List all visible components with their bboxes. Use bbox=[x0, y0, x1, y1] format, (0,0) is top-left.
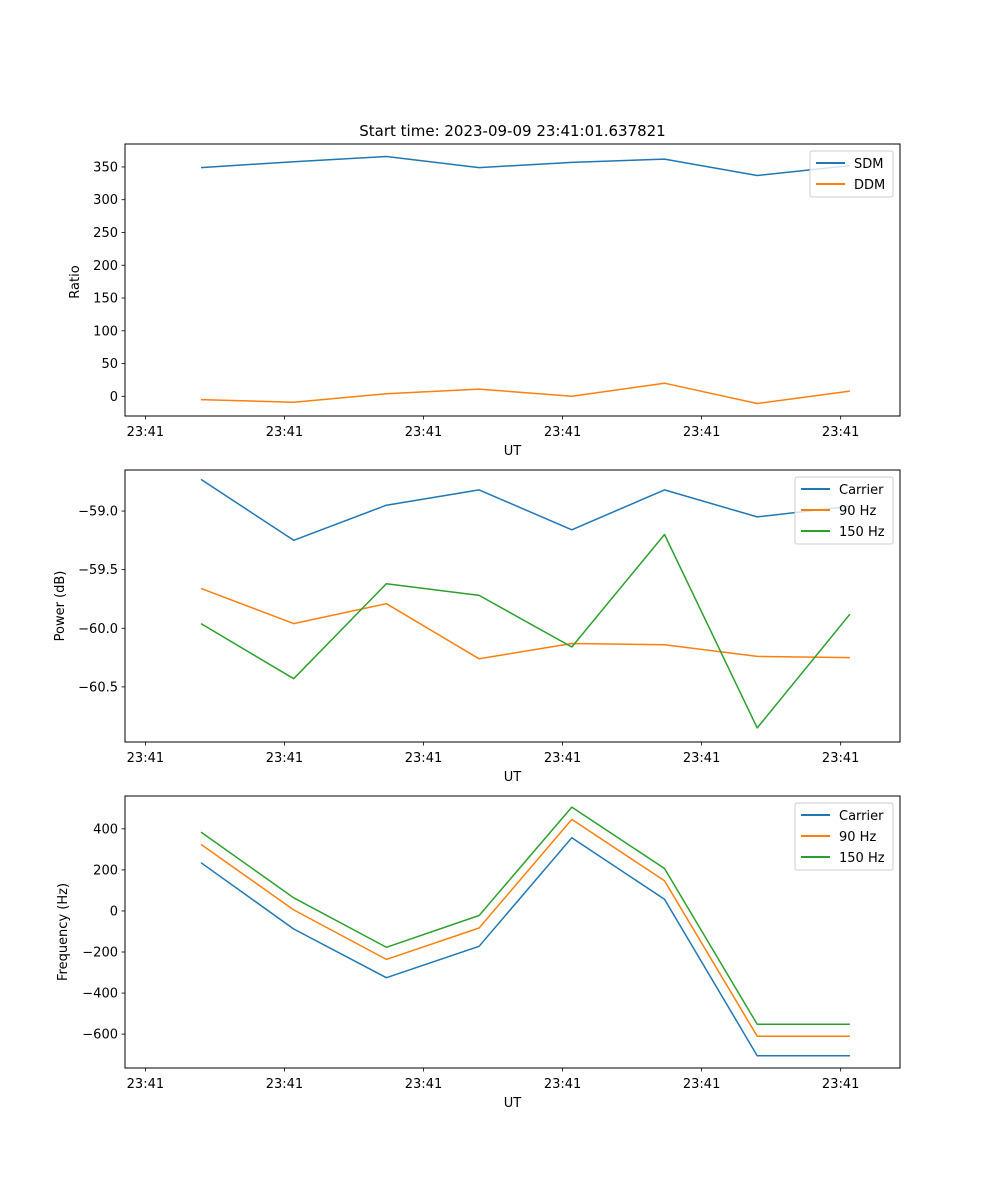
y-tick-label: −60.5 bbox=[78, 680, 118, 695]
x-axis-ticks: 23:41 23:41 23:41 23:41 23:41 23:41 bbox=[127, 416, 859, 440]
y-axis-ticks: −600 −400 −200 0 200 400 bbox=[82, 822, 125, 1043]
y-tick-label: 400 bbox=[93, 822, 118, 837]
subplot-title: Start time: 2023-09-09 23:41:01.637821 bbox=[359, 122, 665, 140]
y-tick-label: −59.5 bbox=[78, 563, 118, 578]
x-tick-label: 23:41 bbox=[683, 1077, 720, 1092]
axes-frame bbox=[124, 795, 901, 1069]
series-line-carrier bbox=[200, 836, 850, 1057]
legend: Carrier 90 Hz 150 Hz bbox=[794, 802, 894, 871]
legend-label-carrier: Carrier bbox=[839, 483, 884, 498]
power-subplot: 23:41 23:41 23:41 23:41 23:41 23:41 −60.5−60.… bbox=[53, 469, 901, 785]
series-line-150-hz bbox=[200, 533, 851, 729]
x-tick-label: 23:41 bbox=[544, 1077, 581, 1092]
x-axis-label: UT bbox=[504, 770, 522, 785]
series-line-90-hz bbox=[200, 587, 850, 660]
legend-label-ddm: DDM bbox=[854, 178, 885, 193]
y-axis-label: Frequency (Hz) bbox=[56, 883, 71, 981]
y-tick-label: 0 bbox=[110, 390, 118, 405]
legend-label-150hz: 150 Hz bbox=[839, 525, 885, 540]
legend-box bbox=[794, 476, 894, 545]
ratio-subplot: Start time: 2023-09-09 23:41:01.637821 2… bbox=[68, 122, 901, 459]
legend-box bbox=[794, 802, 894, 871]
series-line-sdm bbox=[200, 155, 850, 177]
y-tick-label: 100 bbox=[93, 324, 118, 339]
y-tick-label: 200 bbox=[93, 259, 118, 274]
x-tick-label: 23:41 bbox=[683, 425, 720, 440]
y-tick-label: 200 bbox=[93, 863, 118, 878]
x-tick-label: 23:41 bbox=[127, 425, 164, 440]
series-lines bbox=[200, 478, 851, 729]
series-line-carrier bbox=[200, 478, 850, 542]
x-tick-label: 23:41 bbox=[544, 751, 581, 766]
y-tick-label: −60.0 bbox=[78, 622, 118, 637]
x-axis-ticks: 23:41 23:41 23:41 23:41 23:41 23:41 bbox=[127, 1068, 859, 1092]
x-tick-label: 23:41 bbox=[405, 1077, 442, 1092]
series-line-150-hz bbox=[200, 806, 850, 1026]
x-tick-label: 23:41 bbox=[127, 751, 164, 766]
legend: Carrier 90 Hz 150 Hz bbox=[794, 476, 894, 545]
x-axis-label: UT bbox=[504, 1096, 522, 1111]
y-tick-label: −59.0 bbox=[78, 505, 118, 520]
y-axis-ticks: −60.5 −60.0 −59.5 −59.0 bbox=[78, 505, 125, 695]
y-tick-label: 150 bbox=[93, 292, 118, 307]
series-line-90-hz bbox=[200, 818, 850, 1037]
y-tick-label: 300 bbox=[93, 193, 118, 208]
x-tick-label: 23:41 bbox=[544, 425, 581, 440]
legend-label-carrier: Carrier bbox=[839, 809, 884, 824]
frequency-subplot: 23:41 23:41 23:41 23:41 23:41 23:41 −600−400−… bbox=[56, 795, 901, 1111]
y-tick-label: 50 bbox=[101, 357, 118, 372]
y-tick-label: 0 bbox=[110, 904, 118, 919]
y-axis-label: Ratio bbox=[68, 265, 83, 298]
x-tick-label: 23:41 bbox=[822, 425, 859, 440]
axes-frame bbox=[124, 143, 901, 417]
axes-frame bbox=[124, 469, 901, 743]
x-tick-label: 23:41 bbox=[127, 1077, 164, 1092]
x-tick-label: 23:41 bbox=[405, 425, 442, 440]
y-tick-label: −600 bbox=[82, 1028, 118, 1043]
legend-label-90hz: 90 Hz bbox=[839, 504, 876, 519]
x-tick-label: 23:41 bbox=[266, 425, 303, 440]
x-tick-label: 23:41 bbox=[266, 1077, 303, 1092]
y-axis-label: Power (dB) bbox=[53, 571, 68, 642]
series-lines bbox=[200, 806, 850, 1057]
legend-label-sdm: SDM bbox=[854, 157, 883, 172]
x-tick-label: 23:41 bbox=[405, 751, 442, 766]
x-tick-label: 23:41 bbox=[822, 751, 859, 766]
series-line-ddm bbox=[200, 382, 850, 405]
series-lines bbox=[200, 155, 850, 405]
legend: SDM DDM bbox=[809, 150, 894, 198]
y-tick-label: −400 bbox=[82, 987, 118, 1002]
x-axis-label: UT bbox=[504, 444, 522, 459]
x-tick-label: 23:41 bbox=[266, 751, 303, 766]
y-tick-label: −200 bbox=[82, 946, 118, 961]
x-axis-ticks: 23:41 23:41 23:41 23:41 23:41 23:41 bbox=[127, 742, 859, 766]
legend-label-90hz: 90 Hz bbox=[839, 830, 876, 845]
x-tick-label: 23:41 bbox=[683, 751, 720, 766]
y-axis-ticks: 0 50 100 150 200 250 300 350 bbox=[93, 160, 125, 405]
legend-label-150hz: 150 Hz bbox=[839, 851, 885, 866]
y-tick-label: 350 bbox=[93, 160, 118, 175]
y-tick-label: 250 bbox=[93, 226, 118, 241]
x-tick-label: 23:41 bbox=[822, 1077, 859, 1092]
